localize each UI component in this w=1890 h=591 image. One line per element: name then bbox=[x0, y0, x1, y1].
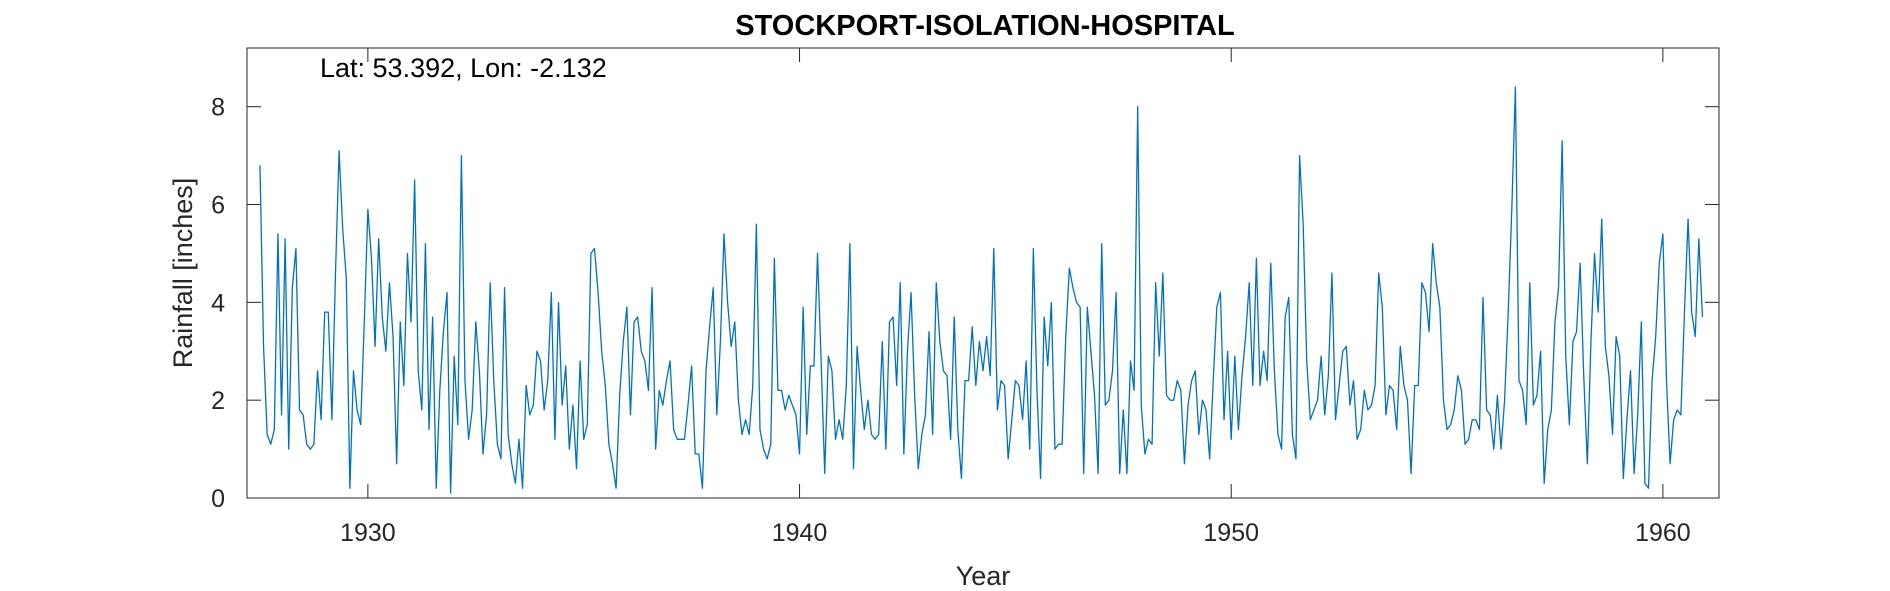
y-tick-label: 0 bbox=[211, 485, 225, 513]
x-axis-label: Year bbox=[956, 561, 1011, 591]
rainfall-series-line bbox=[259, 86, 1704, 494]
x-tick-label: 1930 bbox=[340, 519, 396, 547]
y-tick-label: 6 bbox=[211, 192, 225, 220]
location-annotation: Lat: 53.392, Lon: -2.132 bbox=[320, 53, 607, 83]
chart-title: STOCKPORT-ISOLATION-HOSPITAL bbox=[735, 10, 1234, 42]
y-tick-label: 4 bbox=[211, 289, 225, 317]
x-axis: 1930 1940 1950 1960 bbox=[340, 48, 1691, 547]
x-tick-label: 1960 bbox=[1635, 519, 1691, 547]
y-tick-label: 8 bbox=[211, 94, 225, 122]
y-axis: 0 2 4 6 8 bbox=[211, 94, 1719, 513]
y-axis-label: Rainfall [inches] bbox=[168, 178, 198, 369]
x-tick-label: 1950 bbox=[1203, 519, 1259, 547]
x-tick-label: 1940 bbox=[772, 519, 828, 547]
y-tick-label: 2 bbox=[211, 387, 225, 415]
plot-frame bbox=[246, 47, 1720, 499]
